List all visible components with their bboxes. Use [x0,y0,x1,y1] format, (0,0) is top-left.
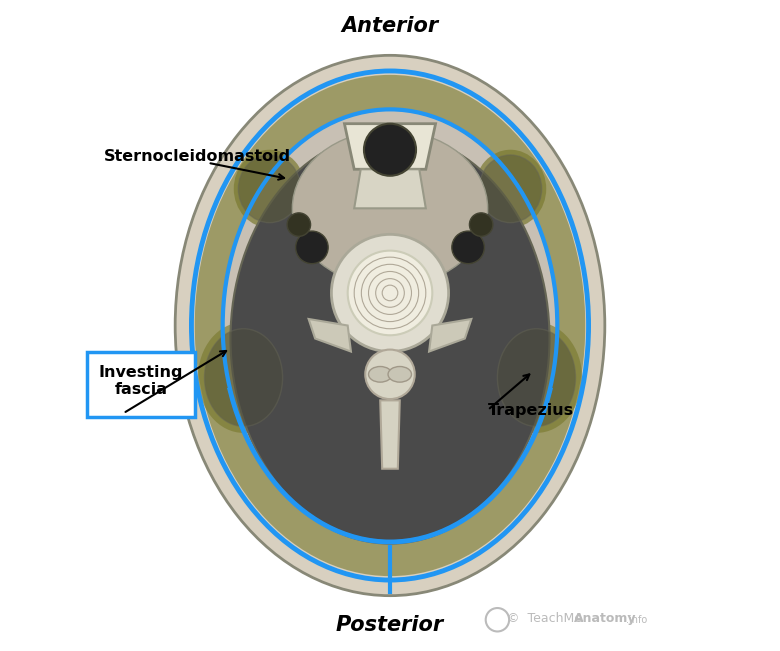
Polygon shape [354,169,426,208]
Polygon shape [309,319,351,352]
Ellipse shape [491,322,582,433]
Ellipse shape [474,150,546,228]
Ellipse shape [176,55,604,596]
Ellipse shape [452,231,484,264]
Ellipse shape [224,111,556,540]
Ellipse shape [198,322,289,433]
Ellipse shape [479,155,541,223]
Ellipse shape [365,350,415,399]
Ellipse shape [287,213,310,236]
Ellipse shape [296,231,328,264]
Ellipse shape [332,234,448,352]
Text: Anatomy: Anatomy [573,612,636,625]
Ellipse shape [234,150,306,228]
Text: .info: .info [626,615,647,625]
Ellipse shape [231,133,549,544]
Ellipse shape [292,130,488,286]
Ellipse shape [239,155,301,223]
Ellipse shape [470,213,493,236]
Text: Investing
fascia: Investing fascia [99,365,183,397]
Polygon shape [429,319,471,352]
Text: ©  TeachMe: © TeachMe [507,612,582,625]
Text: Trapezius: Trapezius [488,402,574,418]
Ellipse shape [368,367,392,382]
Ellipse shape [364,124,416,176]
Ellipse shape [388,367,412,382]
Ellipse shape [498,329,576,426]
Text: Sternocleidomastoid: Sternocleidomastoid [104,148,291,164]
Ellipse shape [204,329,282,426]
Ellipse shape [348,251,432,335]
Polygon shape [380,400,400,469]
Text: Anterior: Anterior [342,16,438,36]
FancyBboxPatch shape [87,352,195,417]
Text: Posterior: Posterior [336,615,444,635]
Polygon shape [345,124,435,169]
Ellipse shape [195,75,585,576]
